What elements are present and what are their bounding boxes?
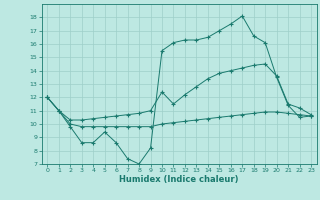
X-axis label: Humidex (Indice chaleur): Humidex (Indice chaleur): [119, 175, 239, 184]
